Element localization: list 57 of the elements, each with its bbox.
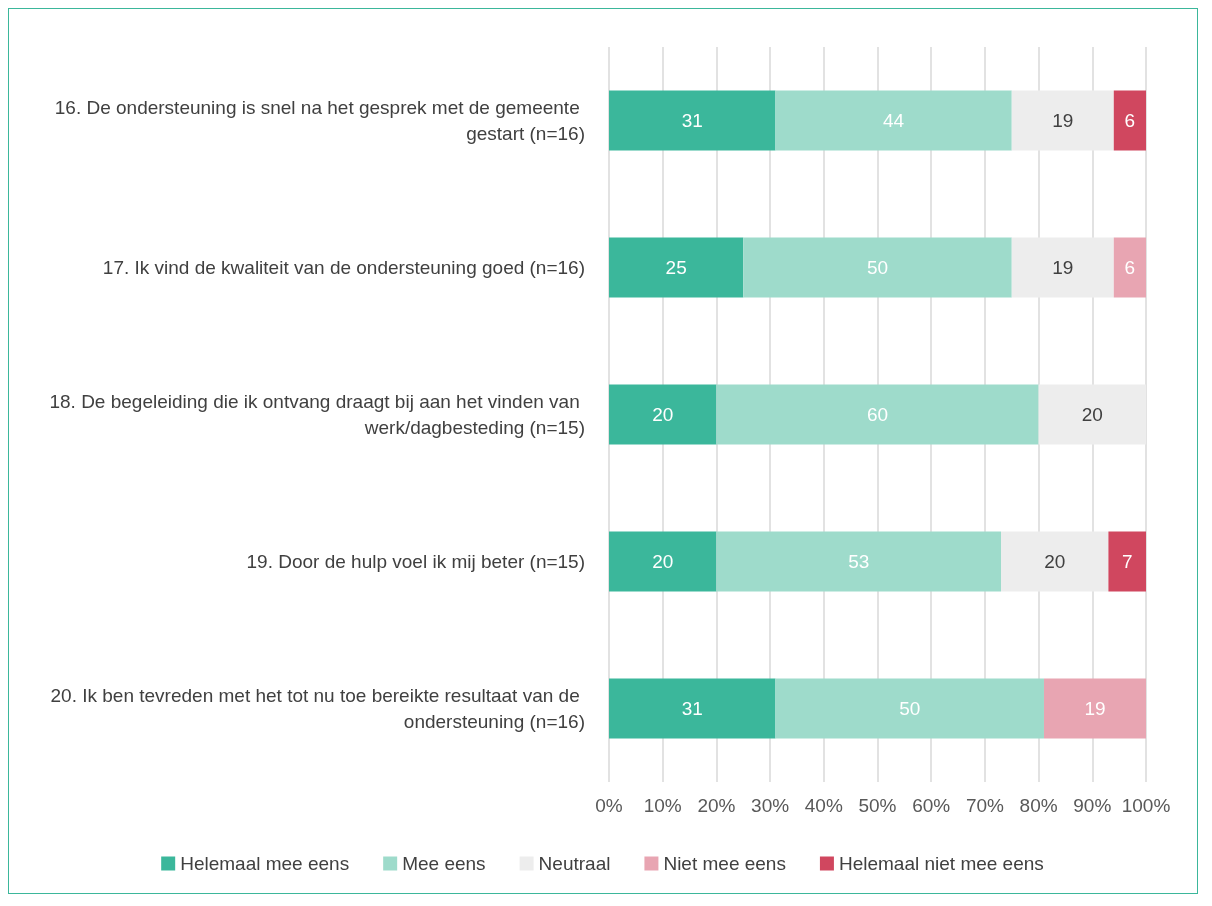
x-tick-label: 80% xyxy=(1019,795,1058,816)
data-label: 20 xyxy=(652,551,674,572)
x-tick-label: 60% xyxy=(912,795,951,816)
x-tick-label: 90% xyxy=(1073,795,1112,816)
x-tick-label: 0% xyxy=(595,795,623,816)
y-tick-label: 19. Door de hulp voel ik mij beter (n=15) xyxy=(246,551,585,572)
bar xyxy=(609,531,717,592)
legend-label: Mee eens xyxy=(402,853,486,874)
data-label: 44 xyxy=(883,110,905,131)
bar xyxy=(1113,90,1146,151)
bar xyxy=(609,237,744,298)
data-label: 31 xyxy=(681,110,703,131)
bar xyxy=(716,531,1002,592)
bar xyxy=(1108,531,1146,592)
y-tick-label: 20. Ik ben tevreden met het tot nu toe bereikte resultaat van de ondersteuning (n=16) xyxy=(50,685,585,732)
bar xyxy=(1113,237,1146,298)
data-label: 20 xyxy=(1044,551,1066,572)
bar xyxy=(609,678,776,739)
data-label: 20 xyxy=(652,404,674,425)
data-label: 19 xyxy=(1084,698,1106,719)
data-label: 50 xyxy=(899,698,921,719)
y-tick-label: 16. De ondersteuning is snel na het gesprek met de gemeente gestart (n=16) xyxy=(54,97,585,144)
x-tick-label: 70% xyxy=(965,795,1005,816)
data-label: 6 xyxy=(1124,110,1136,131)
bar xyxy=(1011,237,1114,298)
data-label: 31 xyxy=(681,698,703,719)
bar xyxy=(775,90,1012,151)
x-tick-label: 100% xyxy=(1121,795,1171,816)
data-label: 25 xyxy=(665,257,687,278)
data-label: 60 xyxy=(866,404,889,425)
data-label: 53 xyxy=(848,551,870,572)
data-label: 6 xyxy=(1124,257,1136,278)
bar xyxy=(1011,90,1114,151)
bar xyxy=(609,384,717,445)
legend-label: Niet mee eens xyxy=(663,853,786,874)
y-tick-label: 18. De begeleiding die ik ontvang draagt bij aan het vinden van werk/dagbesteding (n=15) xyxy=(49,391,585,438)
legend-label: Helemaal mee eens xyxy=(180,853,350,874)
bar xyxy=(1038,384,1146,445)
bar xyxy=(775,678,1044,739)
x-tick-label: 40% xyxy=(804,795,843,816)
data-label: 7 xyxy=(1121,551,1133,572)
data-label: 20 xyxy=(1081,404,1103,425)
y-tick-label: 17. Ik vind de kwaliteit van de ondersteuning goed (n=16) xyxy=(102,257,585,278)
bar xyxy=(609,90,776,151)
x-tick-label: 10% xyxy=(643,795,682,816)
data-label: 19 xyxy=(1052,257,1074,278)
bar xyxy=(743,237,1012,298)
data-label: 50 xyxy=(866,257,889,278)
data-label: 19 xyxy=(1052,110,1074,131)
legend-label: Neutraal xyxy=(538,853,611,874)
x-tick-label: 20% xyxy=(697,795,736,816)
bar xyxy=(1043,678,1146,739)
x-tick-label: 50% xyxy=(858,795,897,816)
bar xyxy=(716,384,1039,445)
bar xyxy=(1001,531,1109,592)
x-tick-label: 30% xyxy=(751,795,790,816)
legend-label: Helemaal niet mee eens xyxy=(838,853,1044,874)
